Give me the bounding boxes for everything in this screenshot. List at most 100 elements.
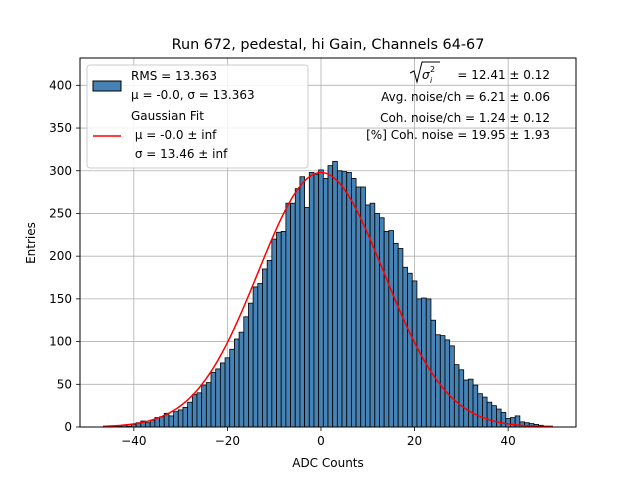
histogram-bar [374,213,380,428]
histogram-bar [341,171,348,428]
histogram-bar [505,418,511,428]
histogram-bar [402,266,408,428]
sqrt-sign [409,61,440,84]
histogram-bar [173,411,179,428]
histogram-bar [285,202,291,428]
x-tick-label: −40 [121,434,146,448]
histogram-bar [449,345,455,428]
legend-hist-rms: RMS = 13.363 [131,69,217,83]
legend-hist-stats: μ = -0.0, σ = 13.363 [131,88,255,102]
sigma-sum-value: = 12.41 ± 0.12 [457,68,550,82]
legend-fit-mu: μ = -0.0 ± inf [131,128,217,142]
legend-fit-title: Gaussian Fit [131,109,204,123]
histogram-bar [304,207,310,428]
histogram-bar [482,396,488,428]
histogram-bar [243,316,249,428]
coh-percent-text: [%] Coh. noise = 19.95 ± 1.93 [366,128,550,142]
histogram-bar [159,416,165,428]
coh-noise-text: Coh. noise/ch = 1.24 ± 0.12 [380,111,550,125]
histogram-bar [496,408,502,428]
histogram-bar [149,419,156,428]
histogram-bar [313,173,320,428]
histogram-bar [145,422,151,428]
histogram-bar [346,172,352,428]
histogram-bar [294,188,301,428]
histogram-bar [336,170,343,428]
histogram-bar [355,186,362,428]
histogram-bar [327,165,334,428]
legend-hist-swatch [92,80,122,92]
histogram-bar [168,415,174,428]
histogram-bar [210,371,217,428]
y-tick-label: 350 [49,121,72,135]
histogram-bar [379,217,385,428]
histogram-bar [477,393,483,428]
x-axis-label: ADC Counts [292,456,364,470]
y-tick-label: 300 [49,164,72,178]
legend: RMS = 13.363 μ = -0.0, σ = 13.363 Gaussi… [86,64,309,169]
histogram-bar [201,384,207,428]
histogram-bar [262,268,268,428]
x-tick-label: 0 [317,434,325,448]
histogram-bar [411,280,418,428]
y-tick-label: 50 [57,377,72,391]
y-tick-label: 400 [49,78,72,92]
histogram-bar [393,242,399,428]
histogram-bar [350,178,357,428]
histogram-bar [491,405,497,428]
sigma-subscript: i [430,76,433,85]
chart-title: Run 672, pedestal, hi Gain, Channels 64-… [172,37,485,53]
histogram-bar [397,248,404,428]
histogram-bar [463,379,469,428]
y-axis-label: Entries [24,222,38,264]
histogram-bar [234,338,240,428]
histogram-bar [177,409,184,428]
histogram-bar [510,417,516,428]
histogram-bar [388,230,394,428]
histogram-bar [290,202,296,428]
histogram-bar [248,302,254,428]
x-tick-label: 20 [407,434,422,448]
histogram-bar [383,230,390,428]
histogram-bar [276,231,282,428]
histogram-bar [472,384,479,428]
y-axis-ticks: 0 50 100 150 200 250 300 350 400 [49,78,80,434]
histogram-bar [439,335,446,428]
histogram-bar [308,172,315,428]
noise-annotations: σ i 2 = 12.41 ± 0.12 Avg. noise/ch = 6.2… [366,61,550,142]
histogram-bar [416,298,422,428]
fit-curve [103,171,553,428]
histogram-bar [486,401,493,428]
y-tick-label: 250 [49,206,72,220]
y-tick-label: 200 [49,249,72,263]
histogram-bar [280,230,287,428]
y-tick-label: 150 [49,292,72,306]
legend-box [86,64,309,169]
histogram-bar [224,357,231,428]
plot-frame [79,57,577,428]
histogram-bar [425,298,432,428]
histogram-bar [407,272,413,428]
histogram-bar [205,382,212,428]
y-tick-label: 100 [49,335,72,349]
histogram-bars [102,160,554,428]
histogram-bar [252,286,259,428]
y-tick-label: 0 [64,420,72,434]
histogram-bar [238,331,245,428]
histogram-bar [500,412,507,428]
histogram-bar [219,362,226,428]
legend-fit-sigma: σ = 13.46 ± inf [131,147,228,161]
sigma-symbol: σ [422,68,430,82]
x-tick-label: −20 [215,434,240,448]
histogram-bar [182,406,189,428]
histogram-bar [369,202,376,428]
sigma-superscript: 2 [430,65,435,74]
histogram-bar [266,260,273,428]
histogram-bar [229,348,235,428]
histogram-bar [332,160,338,428]
gaussian-fit-line [103,171,553,428]
histogram-bar [257,283,263,428]
x-axis-ticks: −40 −20 0 20 40 [121,427,516,448]
sigma-sum-formula: σ i 2 [409,61,440,85]
